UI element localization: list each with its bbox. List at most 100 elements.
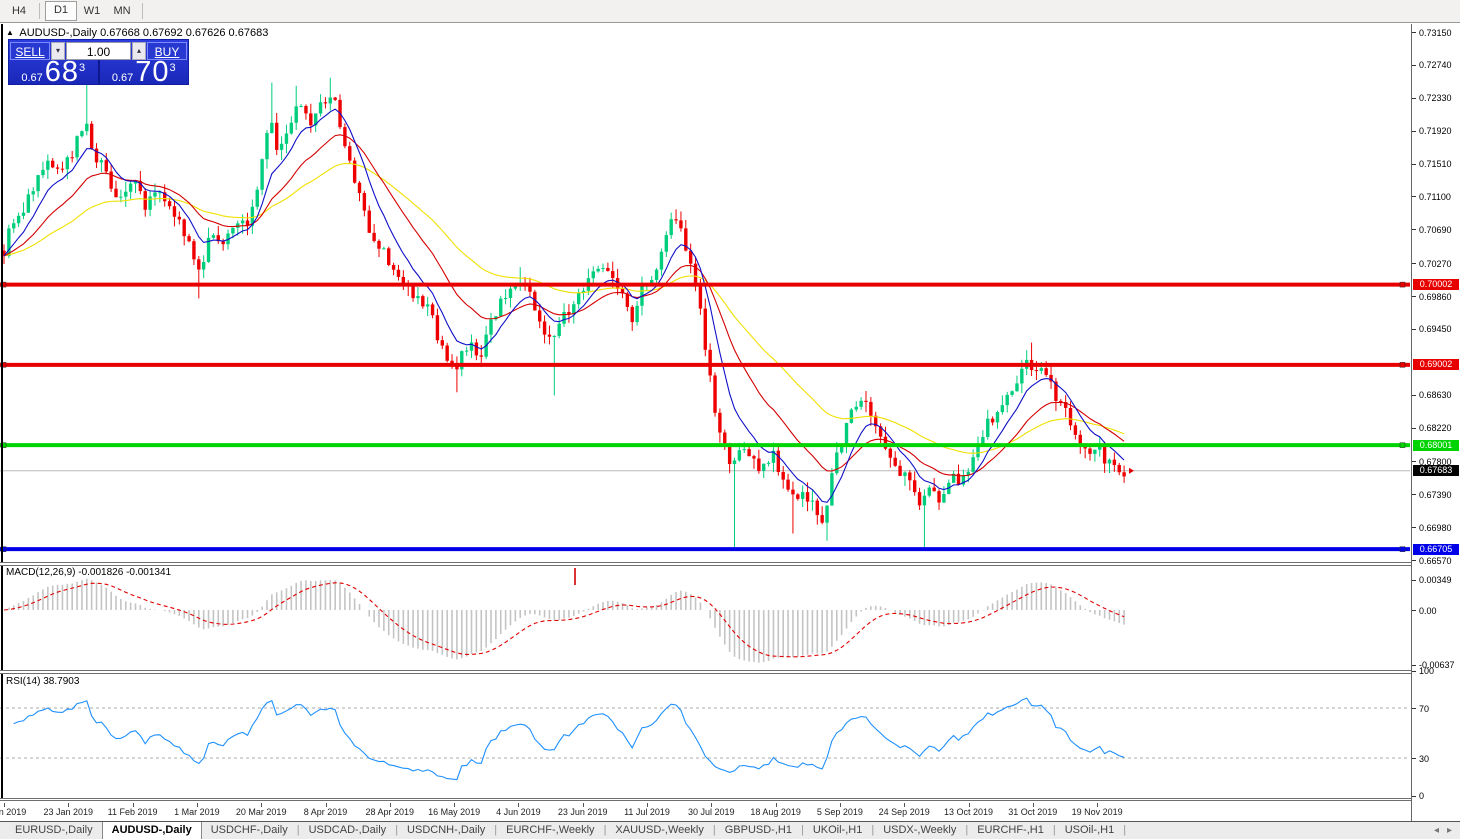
date-tick-mark [389,803,391,807]
timeframe-button-w1[interactable]: W1 [83,5,101,17]
macd-tick-label: 0.00349 [1419,575,1452,586]
tab-separator: | [603,824,607,836]
collapse-triangle-icon[interactable]: ▲ [6,28,14,37]
date-tick-label: 31 Oct 2019 [1008,807,1058,817]
buy-button[interactable]: BUY [147,41,187,60]
date-tick-label: 8 Apr 2019 [303,807,348,817]
date-tick-label: 11 Feb 2019 [107,807,158,817]
macd-tick-mark [1412,664,1416,666]
bar-low: 0.67626 [185,27,226,39]
chart-tab-gbpusd-h1[interactable]: GBPUSD-,H1 [724,824,792,836]
macd-indicator-label: MACD(12,26,9) -0.001826 -0.001341 [6,567,172,578]
date-tick-label: 18 Aug 2019 [750,807,801,817]
date-tick-mark [582,803,584,807]
macd-tick-mark [1412,610,1416,611]
chart-tab-xauusd-weekly[interactable]: XAUUSD-,Weekly [615,824,704,836]
bar-close: 0.67683 [228,27,269,39]
buy-price-sup: 3 [169,62,176,74]
chart-tab-usoil-h1[interactable]: USOil-,H1 [1064,824,1115,836]
sell-button[interactable]: SELL [10,41,50,60]
date-tick-label: 16 May 2019 [428,807,481,817]
tab-separator: | [800,824,804,836]
price-tick-mark [1412,32,1416,33]
date-tick-label: 19 Nov 2019 [1071,807,1123,817]
chart-tab-eurchf-weekly[interactable]: EURCHF-,Weekly [506,824,595,836]
timeframe-button-d1[interactable]: D1 [45,1,77,21]
macd-tick-label: -0.00637 [1419,660,1455,671]
rsi-indicator-label: RSI(14) 38.7903 [6,676,80,687]
chart-tab-eurusd-daily[interactable]: EURUSD-,Daily [15,824,93,836]
timeframe-button-mn[interactable]: MN [113,5,131,17]
price-tick-mark [1412,296,1416,297]
price-tick-mark [1412,130,1416,132]
price-tick-label: 0.70690 [1419,224,1452,235]
price-tick-mark [1412,461,1416,463]
volume-increase-button[interactable]: ▴ [132,41,146,60]
chart-tab-ukoil-h1[interactable]: UKOil-,H1 [812,824,863,836]
symbol-name: AUDUSD-,Daily [19,27,97,39]
price-tick-mark [1412,263,1416,265]
price-tick-mark [1412,64,1416,66]
tab-scroll-arrows: ◂ ▸ [1434,822,1460,839]
date-tick-mark [904,803,906,807]
tab-scroll-right-icon[interactable]: ▸ [1446,825,1452,836]
sell-price[interactable]: 0.67 68 3 [9,58,98,87]
chart-tab-audusd-daily[interactable]: AUDUSD-,Daily [101,822,202,839]
chart-tab-usdcad-daily[interactable]: USDCAD-,Daily [308,824,387,836]
price-tick-label: 0.70270 [1419,258,1452,269]
price-tick-label: 0.66570 [1419,555,1452,566]
date-tick-mark [518,803,520,807]
level-price-label: 0.68001 [1413,439,1459,451]
date-tick-label: 24 Sep 2019 [878,807,930,817]
volume-input[interactable]: 1.00 [66,41,131,60]
level-price-label: 0.70002 [1413,279,1459,291]
date-axis[interactable]: 4 Jan 2019 23 Jan 2019 11 Feb 2019 1 Mar 20… [0,801,1411,821]
rsi-tick-mark [1412,708,1416,709]
trade-panel-top-row: SELL ▾ 1.00 ▴ BUY [9,40,188,60]
buy-price[interactable]: 0.67 70 3 [100,56,189,88]
timeframe-button-h4[interactable]: H4 [11,5,27,17]
rsi-tick-label: 30 [1419,753,1430,764]
one-click-trading-panel: SELL ▾ 1.00 ▴ BUY 0.67 68 3 0.67 70 3 [8,39,189,88]
rsi-tick-label: 0 [1419,791,1425,801]
price-tick-label: 0.68220 [1419,423,1452,434]
price-tick-label: 0.69860 [1419,291,1452,302]
date-tick-label: 4 Jun 2019 [496,807,541,817]
chart-tab-usdchf-daily[interactable]: USDCHF-,Daily [210,824,288,836]
price-tick-mark [1412,394,1416,396]
macd-pane-separator[interactable] [0,562,1460,566]
volume-decrease-button[interactable]: ▾ [51,41,65,60]
date-tick-label: 23 Jun 2019 [557,807,608,817]
date-axis-separator [0,798,1460,801]
price-tick-mark [1412,427,1416,429]
price-tick-mark [1412,229,1416,231]
buy-price-big: 70 [135,56,170,88]
price-tick-mark [1412,196,1416,198]
rsi-tick-label: 100 [1419,666,1435,676]
chart-tab-eurchf-h1[interactable]: EURCHF-,H1 [977,824,1044,836]
price-tick-mark [1412,560,1416,561]
sell-price-sup: 3 [79,62,86,74]
rsi-tick-mark [1412,795,1416,797]
rsi-tick-mark [1412,670,1416,672]
chart-tab-usdcnh-daily[interactable]: USDCNH-,Daily [407,824,486,836]
price-tick-label: 0.67800 [1419,456,1452,467]
date-tick-mark [454,803,456,807]
tab-separator: | [965,824,969,836]
timeframe-toolbar: H4 D1 W1 MN [0,0,1460,23]
chart-tab-usdx-weekly[interactable]: USDX-,Weekly [883,824,957,836]
rsi-pane-separator[interactable] [0,670,1460,674]
tab-separator: | [1052,824,1056,836]
price-tick-mark [1412,527,1416,529]
date-tick-mark [68,803,70,807]
bar-high: 0.67692 [142,27,183,39]
date-tick-label: 5 Sep 2019 [816,807,863,817]
chart-tab-bar: EURUSD-,Daily AUDUSD-,Daily USDCHF-,Daily |… [0,821,1460,839]
date-tick-label: 11 Jul 2019 [624,807,670,817]
price-axis[interactable]: 0.73150 0.72740 0.72330 0.71920 0.71510 0.711… [1411,24,1460,821]
tab-separator: | [1123,824,1127,836]
tab-scroll-left-icon[interactable]: ◂ [1433,825,1439,836]
price-tick-label: 0.72740 [1419,60,1452,71]
